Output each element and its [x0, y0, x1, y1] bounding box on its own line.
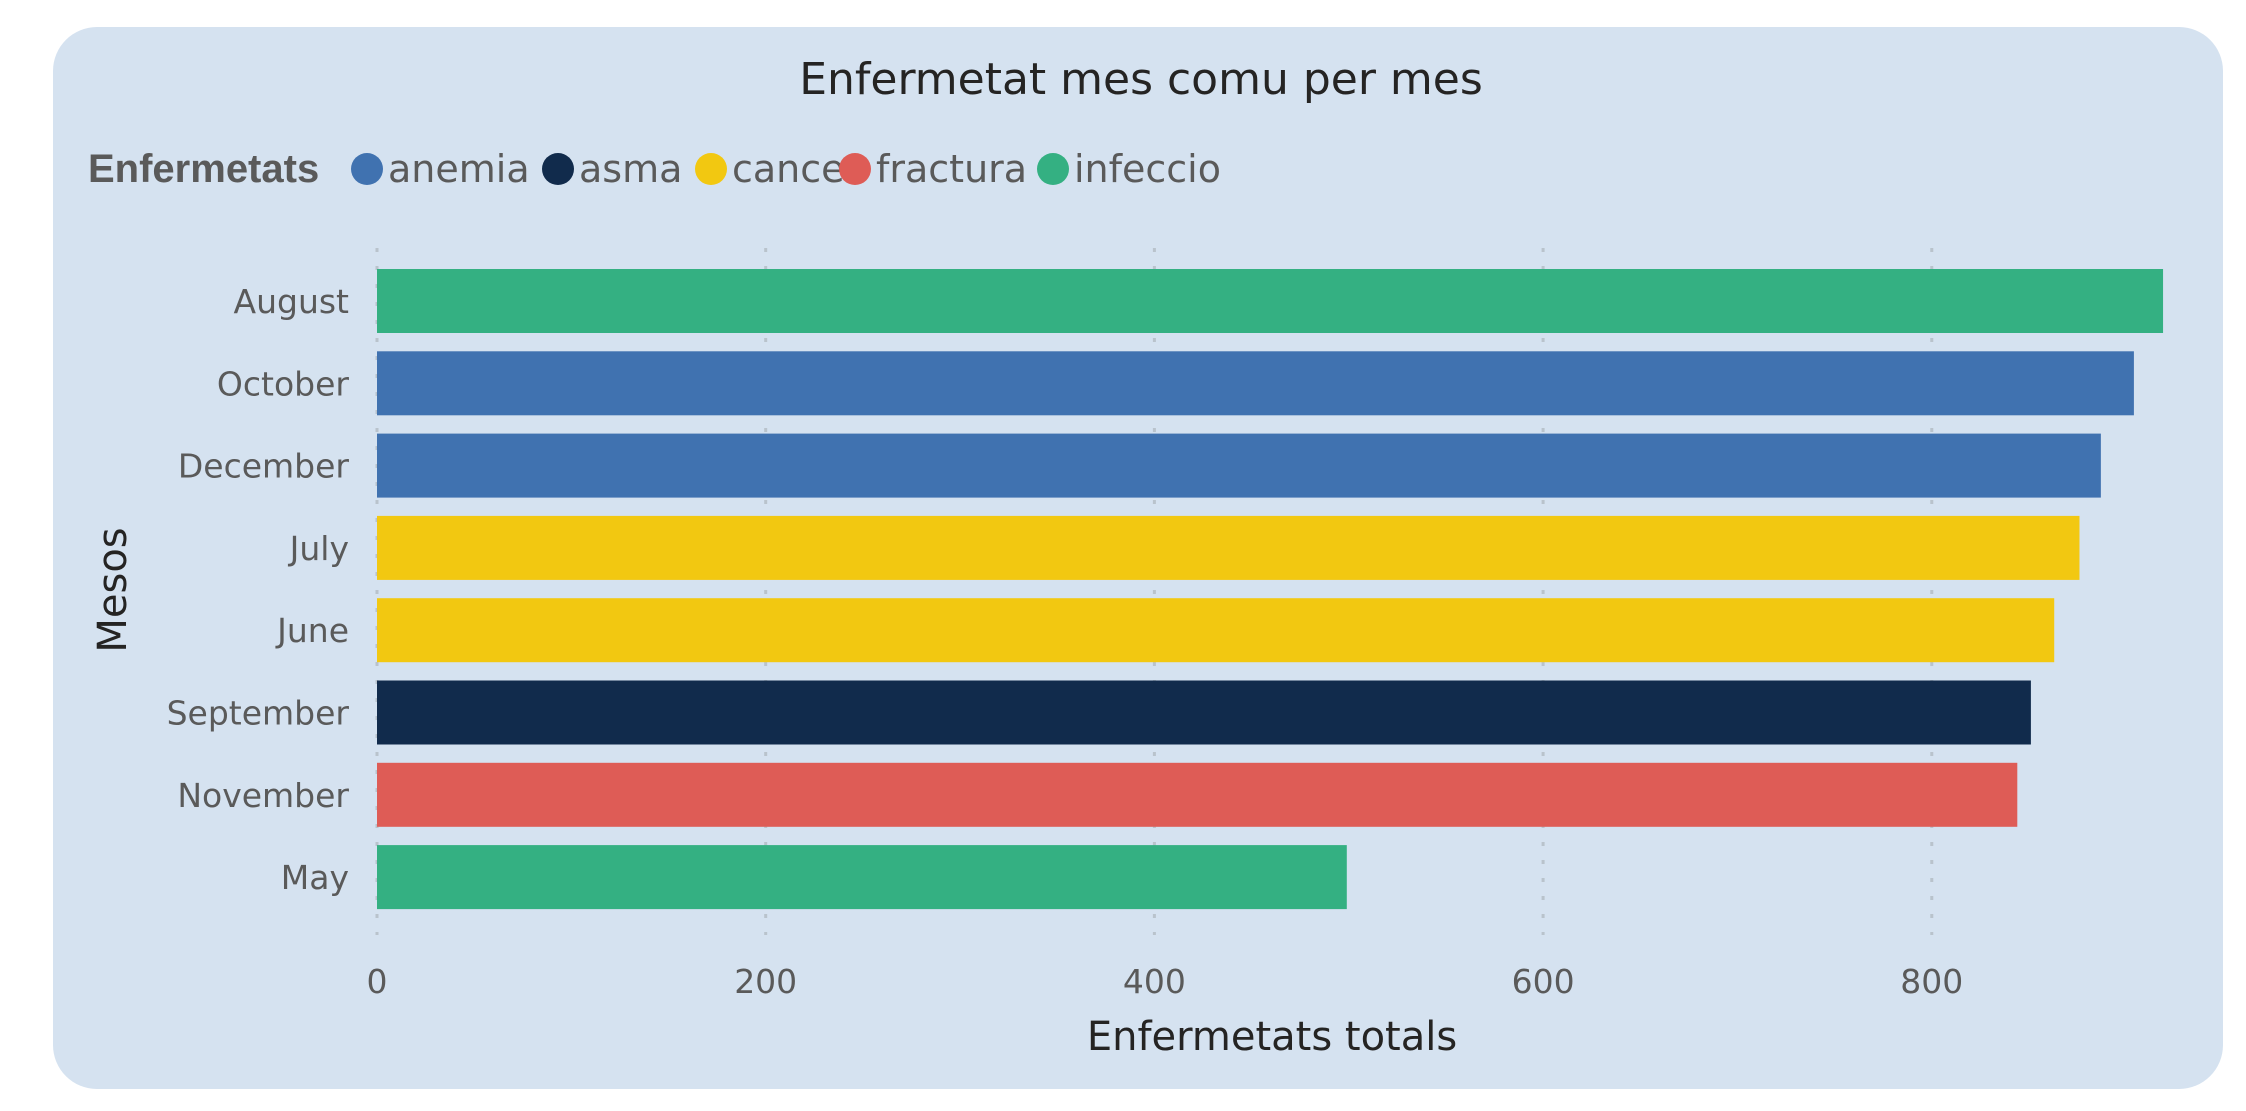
x-tick-label-200: 200: [734, 962, 797, 1001]
chart-title: Enfermetat mes comu per mes: [799, 54, 1483, 105]
legend-label-asma: asma: [579, 147, 682, 191]
category-label-december: December: [178, 447, 350, 486]
bar-may[interactable]: [377, 845, 1347, 910]
bar-september[interactable]: [377, 680, 2031, 745]
y-axis-title: Mesos: [90, 527, 136, 652]
x-axis-ticks: 0 200 400 600 800: [367, 962, 1964, 1001]
category-label-may: May: [281, 858, 349, 897]
legend-marker-infeccio: [1037, 153, 1069, 185]
bar-august[interactable]: [377, 269, 2164, 333]
legend: anemia asma cancer fractura infeccio: [351, 147, 1221, 191]
legend-label-fractura: fractura: [876, 147, 1027, 191]
category-label-october: October: [217, 364, 349, 403]
x-tick-label-400: 400: [1123, 962, 1186, 1001]
bar-december[interactable]: [377, 433, 2101, 498]
bar-october[interactable]: [377, 351, 2134, 416]
legend-marker-fractura: [839, 153, 871, 185]
bar-june[interactable]: [377, 598, 2055, 663]
category-label-june: June: [275, 611, 349, 650]
category-label-september: September: [167, 694, 350, 733]
category-label-august: August: [234, 282, 350, 321]
legend-title: Enfermetats: [88, 147, 319, 191]
bar-july[interactable]: [377, 515, 2080, 580]
x-tick-label-0: 0: [367, 962, 388, 1001]
gridlines: [375, 248, 1934, 935]
category-labels: August October December July June September No…: [167, 282, 350, 897]
x-axis-title: Enfermetats totals: [1087, 1014, 1457, 1060]
legend-label-anemia: anemia: [388, 147, 530, 191]
legend-marker-asma: [542, 153, 574, 185]
category-label-july: July: [288, 529, 349, 568]
category-label-november: November: [177, 776, 349, 815]
legend-label-infeccio: infeccio: [1074, 147, 1221, 191]
x-tick-label-800: 800: [1900, 962, 1963, 1001]
bars: [377, 269, 2164, 910]
bar-november[interactable]: [377, 762, 2018, 827]
x-tick-label-600: 600: [1512, 962, 1575, 1001]
legend-marker-anemia: [351, 153, 383, 185]
legend-marker-cancer: [695, 153, 727, 185]
